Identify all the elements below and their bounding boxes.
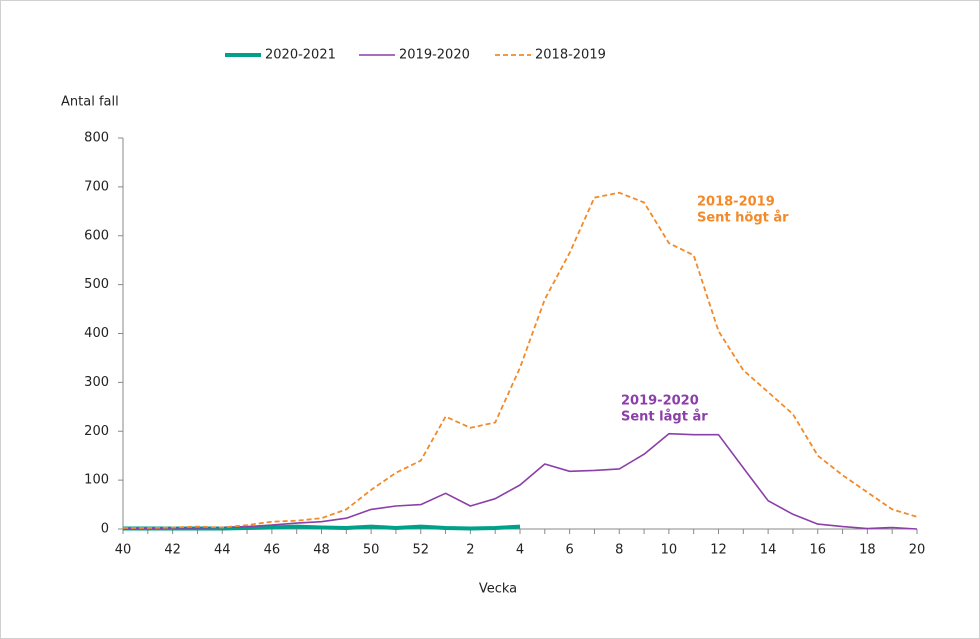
x-tick-label: 6 bbox=[565, 543, 573, 558]
y-axis-label: Antal fall bbox=[61, 95, 119, 110]
x-tick-label: 48 bbox=[313, 543, 330, 558]
x-axis-label: Vecka bbox=[479, 582, 517, 597]
x-tick-label: 2 bbox=[466, 543, 474, 558]
x-tick-label: 18 bbox=[859, 543, 876, 558]
y-tick-label: 0 bbox=[101, 522, 109, 537]
x-tick-label: 8 bbox=[615, 543, 623, 558]
y-tick-label: 200 bbox=[84, 424, 109, 439]
x-tick-label: 14 bbox=[760, 543, 777, 558]
x-tick-label: 42 bbox=[164, 543, 181, 558]
y-tick-label: 600 bbox=[84, 228, 109, 243]
x-tick-label: 20 bbox=[909, 543, 926, 558]
x-tick-label: 44 bbox=[214, 543, 231, 558]
x-tick-label: 12 bbox=[710, 543, 727, 558]
series-line bbox=[123, 191, 918, 529]
annotation: Sent högt år bbox=[697, 211, 789, 226]
series-line bbox=[122, 432, 918, 530]
x-tick-label: 46 bbox=[264, 543, 281, 558]
x-tick-label: 40 bbox=[115, 543, 132, 558]
x-tick-label: 10 bbox=[661, 543, 678, 558]
y-tick-label: 800 bbox=[84, 131, 109, 146]
y-tick-label: 400 bbox=[84, 326, 109, 341]
x-tick-label: 52 bbox=[412, 543, 429, 558]
y-tick-label: 700 bbox=[84, 179, 109, 194]
y-tick-label: 300 bbox=[84, 375, 109, 390]
legend-label: 2018-2019 bbox=[535, 48, 606, 63]
x-tick-label: 50 bbox=[363, 543, 380, 558]
annotation: 2018-2019 bbox=[697, 195, 775, 210]
legend-label: 2020-2021 bbox=[265, 48, 336, 63]
legend-label: 2019-2020 bbox=[399, 48, 470, 63]
annotation: Sent lågt år bbox=[621, 410, 708, 425]
x-tick-label: 16 bbox=[809, 543, 826, 558]
y-tick-label: 100 bbox=[84, 473, 109, 488]
y-tick-label: 500 bbox=[84, 277, 109, 292]
annotation: 2019-2020 bbox=[621, 394, 699, 409]
x-tick-label: 4 bbox=[516, 543, 524, 558]
